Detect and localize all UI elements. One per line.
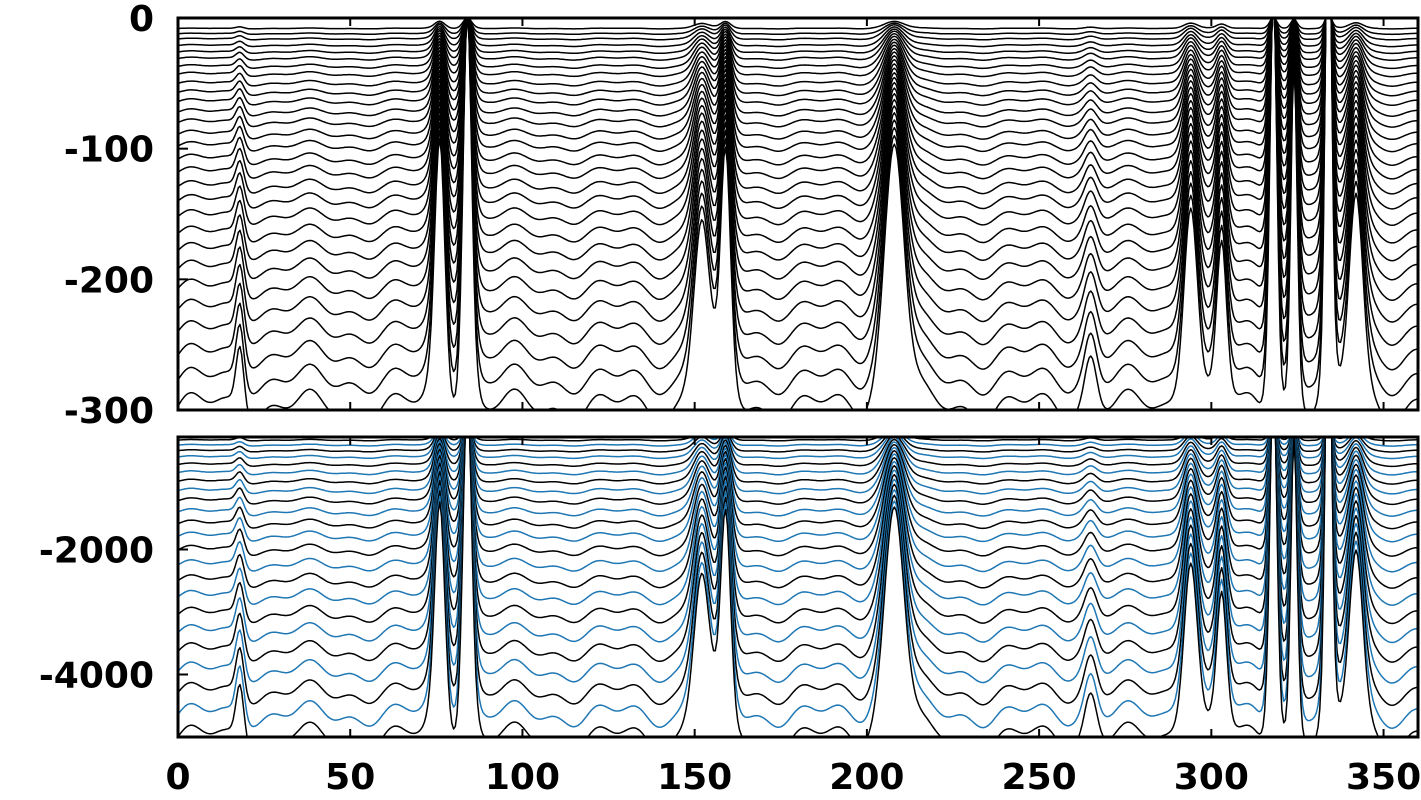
depth-profile-line [178, 18, 1418, 195]
depth-profile-line [178, 18, 1418, 97]
depth-profile-line [178, 18, 1418, 262]
depth-profile-line [178, 437, 1418, 517]
depth-profile-line [178, 437, 1418, 663]
upper-panel-frame [176, 16, 1420, 412]
depth-profile-line [178, 437, 1418, 476]
upper-depth-panel: 0 -100 -200 -300 [64, 0, 1420, 432]
depth-profile-line [178, 437, 1418, 557]
x-tick-label: 150 [657, 757, 732, 798]
depth-profile-line [178, 437, 1418, 606]
depth-profile-line [178, 18, 1418, 180]
y-tick-label: -100 [64, 130, 154, 171]
x-tick-label: 100 [485, 757, 560, 798]
x-tick-label: 50 [325, 757, 375, 798]
depth-profile-line [178, 18, 1418, 346]
depth-profile-line [178, 437, 1418, 729]
depth-profile-line [178, 437, 1418, 495]
depth-profile-line [178, 437, 1418, 543]
depth-profile-line [178, 18, 1418, 117]
depth-profile-line [178, 18, 1418, 62]
y-tick-label: -200 [64, 260, 154, 301]
depth-profile-line [178, 18, 1418, 78]
x-tick-label: 0 [165, 757, 190, 798]
y-tick-label: -300 [64, 391, 154, 432]
depth-profile-line [178, 18, 1418, 166]
depth-profile-line [178, 18, 1418, 301]
depth-profile-line [178, 18, 1418, 48]
depth-profile-line [178, 18, 1418, 36]
depth-profile-line [178, 437, 1418, 625]
depth-profile-line [178, 18, 1418, 70]
depth-profile-line [178, 437, 1418, 707]
y-tick-label: 0 [129, 0, 154, 40]
depth-profile-line [178, 437, 1418, 485]
x-tick-label: 250 [1002, 757, 1077, 798]
lower-depth-panel: -2000 -4000 0 50 100 150 200 250 300 350 [39, 435, 1421, 798]
depth-profile-line [178, 18, 1418, 210]
depth-profile-line [178, 437, 1418, 468]
depth-profile-line [178, 18, 1418, 128]
depth-profile-line [178, 437, 1418, 453]
depth-profile-line [178, 18, 1418, 106]
depth-profile-line [178, 18, 1418, 410]
depth-profile-line [178, 18, 1418, 30]
depth-profile-line [178, 437, 1418, 644]
depth-profile-line [178, 18, 1418, 323]
depth-profile-line [178, 437, 1418, 506]
depth-profile-line [178, 18, 1418, 141]
depth-profile-line [178, 437, 1418, 737]
lower-panel-frame [176, 435, 1420, 739]
depth-profile-line [178, 18, 1418, 281]
depth-profile-line [178, 18, 1418, 226]
depth-profile-line [178, 18, 1418, 153]
depth-profile-line [178, 18, 1418, 244]
depth-profile-line [178, 18, 1418, 87]
depth-profile-line [178, 18, 1418, 55]
depth-profile-line [178, 18, 1418, 397]
x-tick-label: 300 [1174, 757, 1249, 798]
depth-profile-line [178, 437, 1418, 530]
depth-profile-line [178, 437, 1418, 684]
depth-profile-line [178, 437, 1418, 589]
depth-profile-line [178, 18, 1418, 371]
depth-profile-line [178, 18, 1418, 41]
depth-profile-line [178, 437, 1418, 573]
y-tick-label: -4000 [39, 656, 154, 697]
x-tick-label: 200 [829, 757, 904, 798]
x-tick-label: 350 [1346, 757, 1421, 798]
y-tick-label: -2000 [39, 531, 154, 572]
depth-profile-line [178, 437, 1418, 460]
